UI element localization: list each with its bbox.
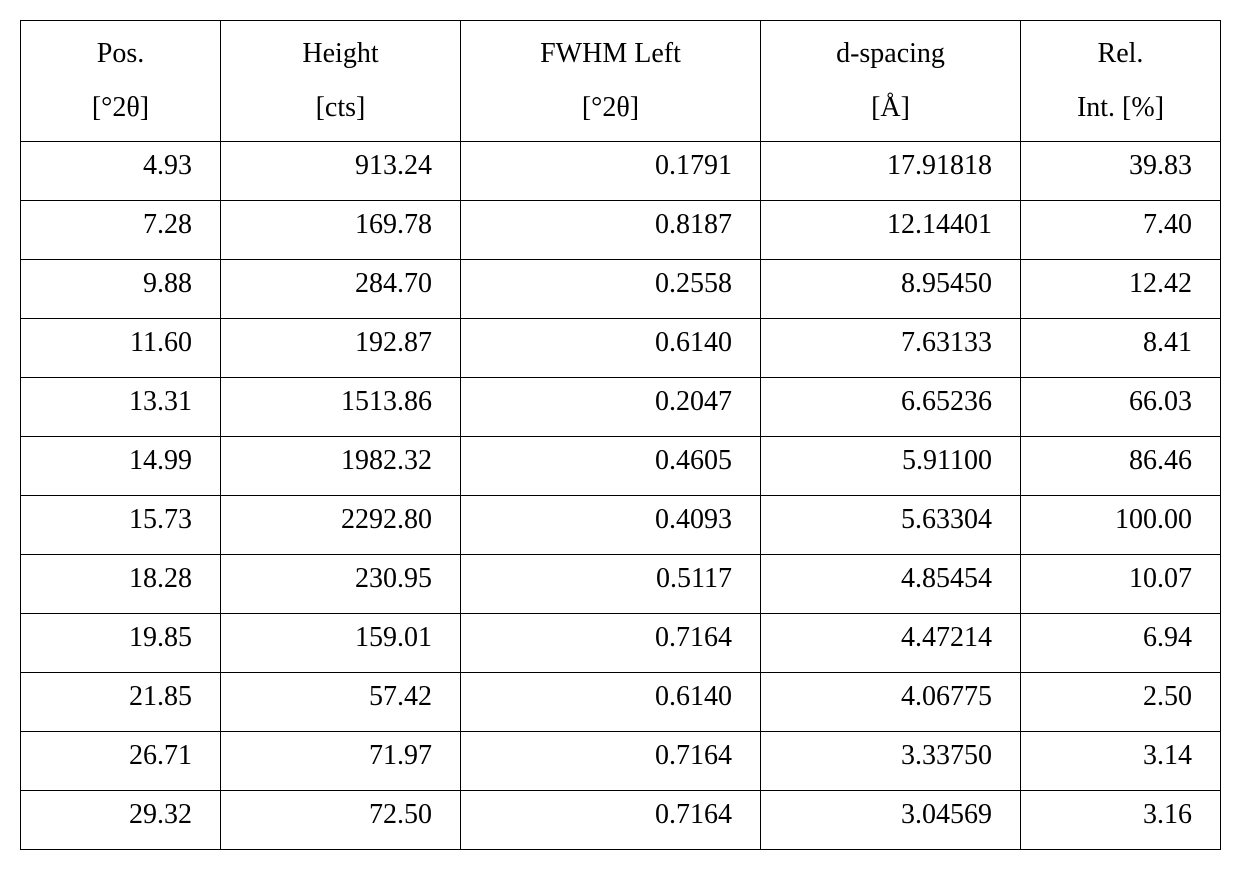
cell-value: 0.2558 [461,260,760,298]
cell-value: 0.4605 [461,437,760,475]
cell-value: 3.14 [1021,732,1220,770]
xrd-peak-table: Pos. [°2θ] Height [cts] FWHM Left [°2θ] … [20,20,1221,850]
col-header-dspacing: d-spacing [Å] [761,21,1021,142]
table-row: 18.28 230.95 0.5117 4.85454 10.07 [21,555,1221,614]
table-row: 21.85 57.42 0.6140 4.06775 2.50 [21,673,1221,732]
col-header-line2: [°2θ] [92,81,149,135]
cell-value: 19.85 [21,614,220,652]
cell-value: 3.33750 [761,732,1020,770]
cell-value: 9.88 [21,260,220,298]
cell-value: 3.16 [1021,791,1220,829]
cell-value: 71.97 [221,732,460,770]
cell-value: 100.00 [1021,496,1220,534]
table-row: 9.88 284.70 0.2558 8.95450 12.42 [21,260,1221,319]
cell-value: 4.47214 [761,614,1020,652]
table-row: 14.99 1982.32 0.4605 5.91100 86.46 [21,437,1221,496]
table-row: 15.73 2292.80 0.4093 5.63304 100.00 [21,496,1221,555]
cell-value: 6.94 [1021,614,1220,652]
cell-value: 4.85454 [761,555,1020,593]
cell-value: 0.6140 [461,319,760,357]
cell-value: 0.7164 [461,791,760,829]
cell-value: 0.1791 [461,142,760,180]
cell-value: 1982.32 [221,437,460,475]
table-header-row: Pos. [°2θ] Height [cts] FWHM Left [°2θ] … [21,21,1221,142]
cell-value: 17.91818 [761,142,1020,180]
table-row: 26.71 71.97 0.7164 3.33750 3.14 [21,732,1221,791]
cell-value: 2292.80 [221,496,460,534]
col-header-fwhm: FWHM Left [°2θ] [461,21,761,142]
cell-value: 29.32 [21,791,220,829]
col-header-line2: [Å] [871,81,910,135]
col-header-line1: FWHM Left [540,27,681,81]
cell-value: 6.65236 [761,378,1020,416]
cell-value: 3.04569 [761,791,1020,829]
cell-value: 1513.86 [221,378,460,416]
cell-value: 913.24 [221,142,460,180]
cell-value: 230.95 [221,555,460,593]
col-header-line1: Pos. [97,27,144,81]
cell-value: 7.40 [1021,201,1220,239]
cell-value: 0.7164 [461,732,760,770]
col-header-line2: [°2θ] [582,81,639,135]
cell-value: 0.5117 [461,555,760,593]
cell-value: 72.50 [221,791,460,829]
cell-value: 5.91100 [761,437,1020,475]
cell-value: 5.63304 [761,496,1020,534]
table-row: 13.31 1513.86 0.2047 6.65236 66.03 [21,378,1221,437]
cell-value: 0.8187 [461,201,760,239]
table-row: 11.60 192.87 0.6140 7.63133 8.41 [21,319,1221,378]
cell-value: 284.70 [221,260,460,298]
cell-value: 26.71 [21,732,220,770]
col-header-line1: Height [302,27,378,81]
col-header-line1: Rel. [1098,27,1144,81]
cell-value: 0.7164 [461,614,760,652]
cell-value: 12.14401 [761,201,1020,239]
cell-value: 11.60 [21,319,220,357]
col-header-line1: d-spacing [836,27,945,81]
cell-value: 12.42 [1021,260,1220,298]
cell-value: 2.50 [1021,673,1220,711]
cell-value: 10.07 [1021,555,1220,593]
cell-value: 21.85 [21,673,220,711]
cell-value: 0.4093 [461,496,760,534]
cell-value: 0.6140 [461,673,760,711]
cell-value: 39.83 [1021,142,1220,180]
cell-value: 192.87 [221,319,460,357]
col-header-height: Height [cts] [221,21,461,142]
cell-value: 0.2047 [461,378,760,416]
col-header-pos: Pos. [°2θ] [21,21,221,142]
col-header-relint: Rel. Int. [%] [1021,21,1221,142]
cell-value: 14.99 [21,437,220,475]
col-header-line2: [cts] [316,81,366,135]
cell-value: 18.28 [21,555,220,593]
cell-value: 8.41 [1021,319,1220,357]
cell-value: 66.03 [1021,378,1220,416]
table-row: 7.28 169.78 0.8187 12.14401 7.40 [21,201,1221,260]
table-row: 4.93 913.24 0.1791 17.91818 39.83 [21,142,1221,201]
table-row: 29.32 72.50 0.7164 3.04569 3.16 [21,791,1221,850]
cell-value: 86.46 [1021,437,1220,475]
cell-value: 159.01 [221,614,460,652]
table-body: 4.93 913.24 0.1791 17.91818 39.83 7.28 1… [21,142,1221,850]
cell-value: 15.73 [21,496,220,534]
table-row: 19.85 159.01 0.7164 4.47214 6.94 [21,614,1221,673]
cell-value: 13.31 [21,378,220,416]
cell-value: 4.06775 [761,673,1020,711]
cell-value: 57.42 [221,673,460,711]
cell-value: 7.28 [21,201,220,239]
cell-value: 8.95450 [761,260,1020,298]
cell-value: 7.63133 [761,319,1020,357]
col-header-line2: Int. [%] [1077,81,1164,135]
cell-value: 4.93 [21,142,220,180]
cell-value: 169.78 [221,201,460,239]
